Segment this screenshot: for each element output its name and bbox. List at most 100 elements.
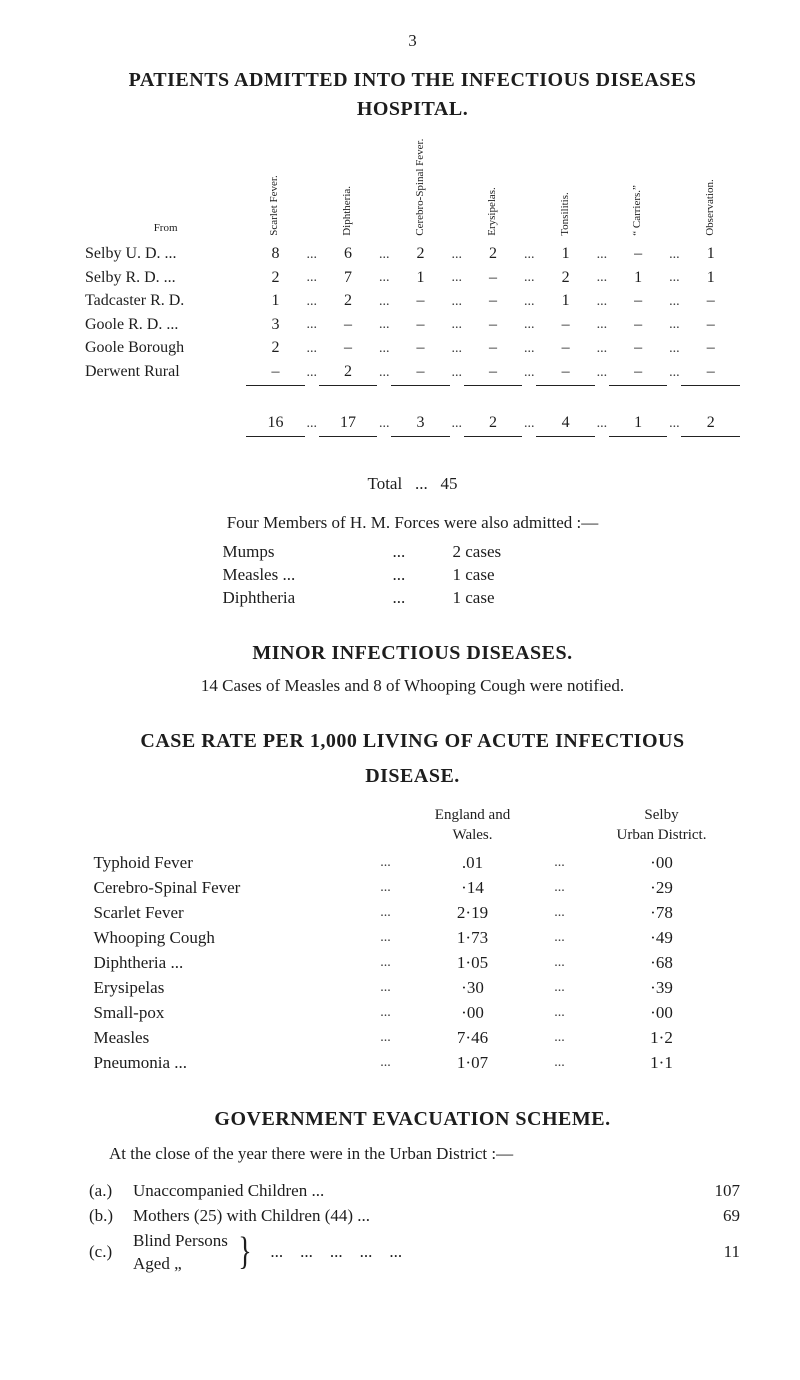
table-row: Measles...7·46...1·2 <box>88 1026 738 1051</box>
cell: ·00 <box>412 1001 534 1026</box>
cell: – <box>391 313 449 337</box>
col-from-header: From <box>85 135 246 242</box>
section2-title: MINOR INFECTIOUS DISEASES. <box>85 640 740 667</box>
table-row: Erysipelas...·30...·39 <box>88 976 738 1001</box>
cell: 6 <box>319 242 377 266</box>
row-label: Pneumonia ... <box>88 1051 360 1076</box>
table-row: Cerebro-Spinal Fever...·14...·29 <box>88 876 738 901</box>
page-number: 3 <box>85 30 740 53</box>
cell: – <box>319 336 377 360</box>
cell: – <box>609 313 667 337</box>
col-header: Scarlet Fever. <box>246 135 304 242</box>
cell: ·14 <box>412 876 534 901</box>
cell: – <box>681 313 740 337</box>
table-row: Scarlet Fever...2·19...·78 <box>88 901 738 926</box>
cell: ·30 <box>412 976 534 1001</box>
row-label: Typhoid Fever <box>88 851 360 876</box>
item-number: 11 <box>680 1241 740 1264</box>
table-row: Diphtheria ......1·05...·68 <box>88 951 738 976</box>
cell: 3 <box>246 313 304 337</box>
cell: – <box>609 360 667 384</box>
grand-total-label: Total <box>368 474 403 493</box>
case-dots: ... <box>393 564 453 587</box>
cell: ·39 <box>586 976 738 1001</box>
table-row: Selby U. D. ... 8... 6... 2... 2... 1...… <box>85 242 740 266</box>
case-count: 2 cases <box>453 541 502 564</box>
cell: 1 <box>536 289 594 313</box>
item-text: Mothers (25) with Children (44) ... <box>133 1205 680 1228</box>
cell: 7 <box>319 266 377 290</box>
cell: – <box>464 336 522 360</box>
cell: ·29 <box>586 876 738 901</box>
row-label: Selby U. D. ... <box>85 242 246 266</box>
cell: – <box>464 360 522 384</box>
row-label: Goole R. D. ... <box>85 313 246 337</box>
item-number: 107 <box>680 1180 740 1203</box>
cases-list: Mumps...2 cases Measles ......1 case Dip… <box>223 541 603 610</box>
cell: 1 <box>391 266 449 290</box>
case-dots: ... <box>393 587 453 610</box>
col-header-label: Erysipelas. <box>487 222 499 236</box>
cell: – <box>464 266 522 290</box>
cell: – <box>536 313 594 337</box>
hm-forces-note: Four Members of H. M. Forces were also a… <box>85 512 740 535</box>
col-header: Diphtheria. <box>319 135 377 242</box>
cell: – <box>609 289 667 313</box>
list-item: (c.) Blind Persons Aged „ } ... ... ... … <box>89 1230 740 1276</box>
item-text-line: Blind Persons <box>133 1231 228 1250</box>
section4-intro: At the close of the year there were in t… <box>109 1143 716 1166</box>
total-cell: 3 <box>391 408 449 435</box>
cell: ·00 <box>586 1001 738 1026</box>
cell: 1·2 <box>586 1026 738 1051</box>
cell: 2 <box>246 266 304 290</box>
case-name: Mumps <box>223 541 393 564</box>
cell: 2 <box>391 242 449 266</box>
grand-total-value: 45 <box>440 474 457 493</box>
row-label: Erysipelas <box>88 976 360 1001</box>
table-row: Pneumonia ......1·07...1·1 <box>88 1051 738 1076</box>
cell: 2 <box>246 336 304 360</box>
col-header-england: England andWales. <box>412 804 534 852</box>
cell: .01 <box>412 851 534 876</box>
col-header: Observation. <box>681 135 740 242</box>
cell: 1·73 <box>412 926 534 951</box>
row-label: Goole Borough <box>85 336 246 360</box>
row-label: Scarlet Fever <box>88 901 360 926</box>
item-number: 69 <box>680 1205 740 1228</box>
total-cell: 4 <box>536 408 594 435</box>
cell: – <box>391 289 449 313</box>
cell: – <box>246 360 304 384</box>
brace-icon: } <box>238 1241 251 1265</box>
table-row: Selby R. D. ... 2... 7... 1... –... 2...… <box>85 266 740 290</box>
row-label: Derwent Rural <box>85 360 246 384</box>
row-label: Tadcaster R. D. <box>85 289 246 313</box>
cell: – <box>609 336 667 360</box>
admissions-table: From Scarlet Fever. Diphtheria. Cerebro-… <box>85 135 740 459</box>
cell: – <box>681 360 740 384</box>
case-rate-table: England andWales. SelbyUrban District. T… <box>88 804 738 1076</box>
cell: 2 <box>319 289 377 313</box>
cell: ·78 <box>586 901 738 926</box>
grand-total: Total ... 45 <box>85 473 740 496</box>
col-header: Cerebro-Spinal Fever. <box>391 135 449 242</box>
cell: 1·05 <box>412 951 534 976</box>
cell: – <box>391 360 449 384</box>
evacuation-list: (a.) Unaccompanied Children ... 107 (b.)… <box>89 1180 740 1276</box>
cell: ·00 <box>586 851 738 876</box>
cell: 1·07 <box>412 1051 534 1076</box>
case-dots: ... <box>393 541 453 564</box>
total-cell: 1 <box>609 408 667 435</box>
table-row: Goole R. D. ... 3... –... –... –... –...… <box>85 313 740 337</box>
total-cell: 2 <box>464 408 522 435</box>
section3-title-line1: CASE RATE PER 1,000 LIVING OF ACUTE INFE… <box>85 728 740 755</box>
total-cell: 2 <box>681 408 740 435</box>
row-label: Cerebro-Spinal Fever <box>88 876 360 901</box>
cell: – <box>319 313 377 337</box>
table-row: Goole Borough 2... –... –... –... –... –… <box>85 336 740 360</box>
list-item: (b.) Mothers (25) with Children (44) ...… <box>89 1205 740 1228</box>
col-header-label: Tonsilitis. <box>560 222 572 236</box>
total-cell: 17 <box>319 408 377 435</box>
cell: ·49 <box>586 926 738 951</box>
cell: 8 <box>246 242 304 266</box>
col-header-label: Cerebro-Spinal Fever. <box>415 222 427 236</box>
